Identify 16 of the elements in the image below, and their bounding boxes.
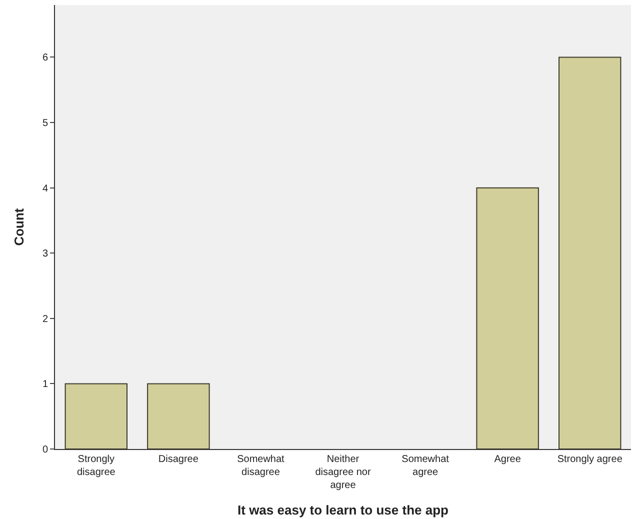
- y-axis-title: Count: [11, 208, 26, 246]
- x-tick-label: Somewhat agree: [402, 454, 450, 478]
- x-tick-label: Strongly agree: [557, 454, 623, 465]
- x-tick-label: Somewhat disagree: [237, 454, 285, 478]
- x-tick-label: Neither disagree nor agree: [315, 454, 372, 491]
- x-tick-label: Disagree: [158, 454, 199, 465]
- y-tick-label: 4: [42, 183, 48, 194]
- x-tick-label: Agree: [494, 454, 522, 465]
- y-tick-label: 5: [42, 118, 48, 130]
- x-tick-label: Strongly disagree: [76, 454, 116, 478]
- y-tick-label: 1: [42, 379, 48, 390]
- y-tick-label: 6: [42, 52, 48, 64]
- y-tick-label: 0: [42, 444, 48, 456]
- y-tick-label: 3: [42, 248, 48, 260]
- y-tick-label: 2: [42, 314, 48, 325]
- x-axis-title: It was easy to learn to use the app: [238, 502, 449, 518]
